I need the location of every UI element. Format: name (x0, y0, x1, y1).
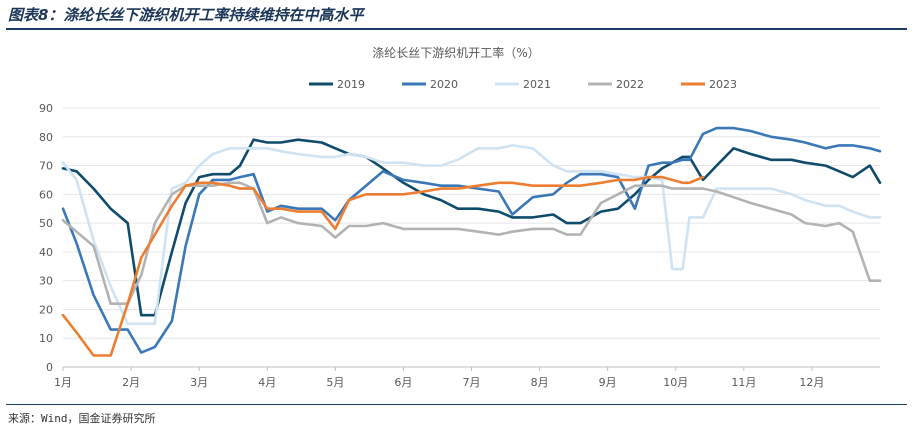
x-axis: 1月 2月 3月 4月 5月 6月 7月 8月 9月 10月 11月 12月 (54, 366, 880, 389)
y-tick-label: 60 (39, 188, 53, 201)
title-rule (6, 28, 907, 30)
y-tick-label: 30 (39, 275, 53, 288)
x-tick-label: 2月 (122, 376, 140, 389)
x-tick-label: 5月 (326, 376, 344, 389)
y-tick-label: 10 (39, 332, 53, 345)
chart-title: 涤纶长丝下游织机开工率（%） (372, 45, 539, 60)
x-tick-label: 10月 (663, 376, 688, 389)
figure-title: 图表8：涤纶长丝下游织机开工率持续维持在中高水平 (8, 6, 364, 24)
y-tick-label: 70 (39, 160, 53, 173)
legend-label-2021: 2021 (523, 78, 551, 91)
series-lines (61, 126, 882, 357)
x-tick-label: 11月 (731, 376, 756, 389)
legend: 2019 2020 2021 2022 2023 (309, 78, 737, 91)
y-tick-label: 90 (39, 102, 53, 115)
y-tick-label: 80 (39, 131, 53, 144)
x-tick-label: 12月 (799, 376, 824, 389)
series-line-2022 (61, 181, 882, 306)
series-line-2020 (61, 126, 882, 354)
series-line-2021 (61, 144, 882, 326)
legend-label-2020: 2020 (430, 78, 458, 91)
legend-label-2019: 2019 (337, 78, 365, 91)
legend-label-2022: 2022 (616, 78, 644, 91)
x-tick-label: 6月 (394, 376, 412, 389)
x-tick-label: 7月 (463, 376, 481, 389)
x-tick-label: 1月 (54, 376, 72, 389)
y-tick-label: 20 (39, 303, 53, 316)
footer-rule (6, 404, 907, 405)
gridlines (63, 107, 880, 339)
x-tick-label: 4月 (258, 376, 276, 389)
series-line-2023 (61, 175, 705, 357)
source-note: 来源：Wind，国金证券研究所 (8, 412, 156, 425)
y-tick-label: 0 (46, 361, 53, 374)
legend-label-2023: 2023 (709, 78, 737, 91)
x-tick-label: 9月 (599, 376, 617, 389)
x-tick-label: 8月 (531, 376, 549, 389)
x-tick-label: 3月 (190, 376, 208, 389)
y-axis: 0 10 20 30 40 50 60 70 80 90 (39, 102, 53, 374)
y-tick-label: 50 (39, 217, 53, 230)
y-tick-label: 40 (39, 246, 53, 259)
